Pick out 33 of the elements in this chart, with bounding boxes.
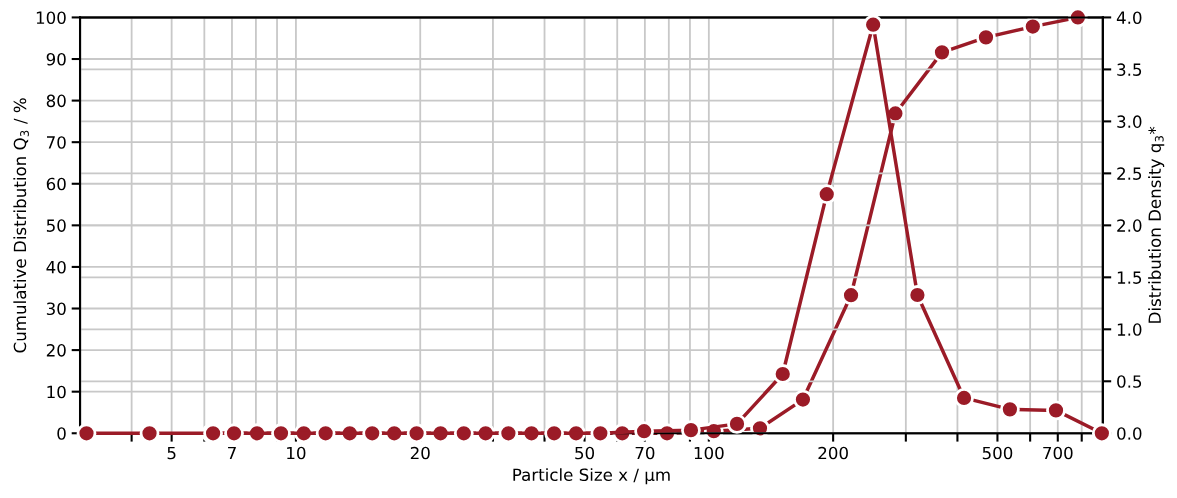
y2-tick-label: 1.0 — [1117, 323, 1142, 336]
y-tick-label: 60 — [46, 177, 66, 191]
x-tick-label: 100 — [694, 446, 724, 460]
y2-tick-label: 4.0 — [1116, 11, 1142, 24]
y-tick-label: 100 — [36, 11, 66, 24]
y-tick-label: 20 — [46, 344, 66, 357]
x-axis-title: Particle Size x / µm — [513, 468, 670, 485]
x-tick-label: 7 — [228, 446, 236, 460]
x-tick-label: 5 — [167, 446, 176, 460]
y-tick-label: 70 — [47, 136, 66, 149]
y-tick-label: 30 — [46, 302, 66, 316]
x-tick-label: 20 — [410, 446, 430, 460]
y2-tick-label: 0.5 — [1117, 375, 1142, 388]
y-tick-label: 0 — [57, 427, 66, 440]
y2-tick-label: 1.5 — [1117, 271, 1142, 284]
y2-tick-label: 3.0 — [1117, 115, 1142, 128]
y-tick-label: 40 — [46, 260, 66, 274]
x-tick-label: 10 — [287, 446, 306, 460]
x-tick-label: 500 — [982, 446, 1013, 460]
y-tick-label: 10 — [47, 385, 66, 399]
y-tick-label: 90 — [46, 52, 66, 66]
y2-tick-label: 3.5 — [1117, 63, 1142, 76]
y-tick-label: 50 — [46, 219, 66, 232]
x-tick-label: 700 — [1043, 446, 1073, 460]
y2-axis-title: Distribution Density q$_{3}$* — [1148, 126, 1165, 323]
y2-tick-label: 2.5 — [1117, 167, 1142, 180]
y2-tick-label: 0.0 — [1117, 427, 1142, 440]
x-tick-label: 50 — [575, 446, 595, 460]
x-tick-label: 70 — [635, 446, 655, 460]
y-tick-label: 80 — [46, 94, 66, 108]
y2-tick-label: 2.0 — [1117, 219, 1142, 232]
y-axis-title: Cumulative Distribution Q$_{3}$ / % — [13, 98, 29, 353]
x-tick-label: 200 — [818, 446, 848, 460]
